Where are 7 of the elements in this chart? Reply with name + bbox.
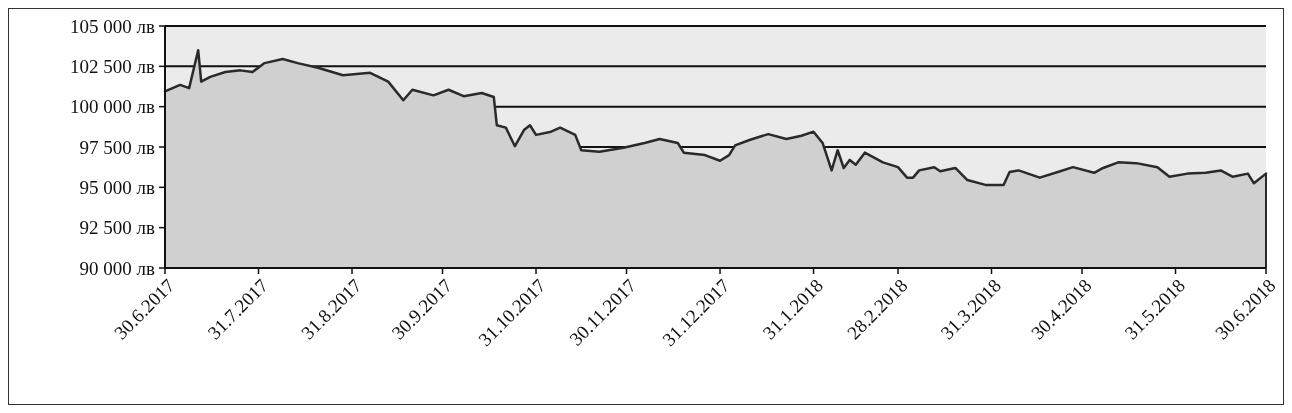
- y-tick-label: 95 000 лв: [79, 176, 156, 198]
- y-tick-label: 92 500 лв: [79, 217, 156, 239]
- y-tick-label: 105 000 лв: [70, 15, 156, 37]
- y-tick-label: 97 500 лв: [79, 136, 156, 158]
- y-tick-label: 100 000 лв: [70, 96, 156, 118]
- y-tick-label: 102 500 лв: [70, 55, 156, 77]
- y-tick-label: 90 000 лв: [79, 257, 156, 279]
